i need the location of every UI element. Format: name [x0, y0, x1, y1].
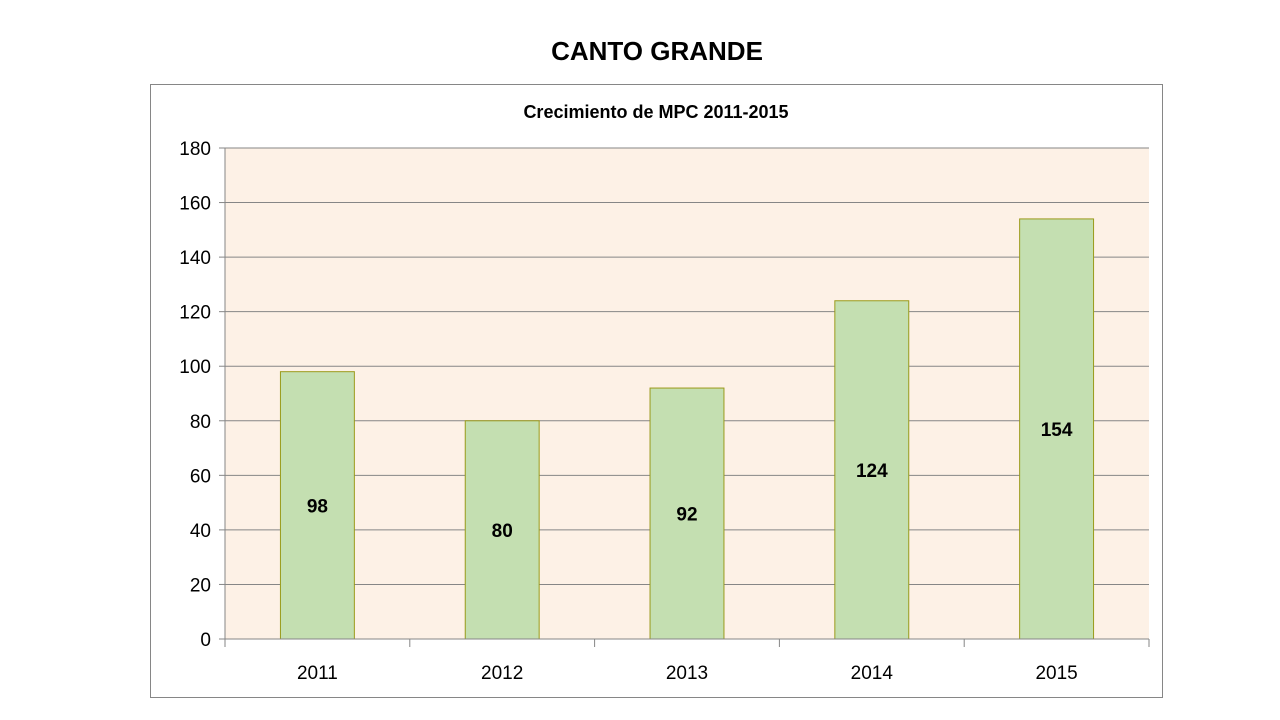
data-label-2013: 92: [676, 505, 697, 526]
y-tick-label: 100: [179, 357, 211, 378]
x-tick-label: 2014: [851, 663, 894, 684]
data-label-2014: 124: [856, 461, 888, 482]
data-label-2012: 80: [492, 521, 513, 542]
y-tick-label: 40: [190, 521, 211, 542]
chart-title: Crecimiento de MPC 2011-2015: [523, 102, 788, 122]
y-tick-label: 20: [190, 575, 211, 596]
y-tick-label: 120: [179, 303, 211, 324]
y-tick-label: 160: [179, 194, 211, 215]
y-tick-label: 60: [190, 466, 211, 487]
x-tick-label: 2013: [666, 663, 708, 684]
bar-2015: [1019, 218, 1095, 640]
axes: [219, 147, 1150, 647]
y-tick-label: 180: [179, 139, 211, 160]
data-label-2015: 154: [1041, 420, 1073, 441]
labels: 0 20 40 60 80 100 120 140 160 180 2011 98 2012 80 2013…: [179, 139, 1077, 684]
slide-title: CANTO GRANDE: [551, 36, 763, 66]
y-tick-label: 0: [200, 630, 211, 651]
data-label-2011: 98: [307, 496, 328, 517]
y-tick-label: 80: [190, 412, 211, 433]
bars: [279, 218, 1095, 640]
bar-2013: [649, 387, 725, 640]
y-tick-label: 140: [179, 248, 211, 269]
x-tick-label: 2011: [297, 663, 338, 684]
x-tick-label: 2015: [1035, 663, 1077, 684]
x-tick-label: 2012: [481, 663, 523, 684]
bar-2014: [834, 300, 910, 640]
